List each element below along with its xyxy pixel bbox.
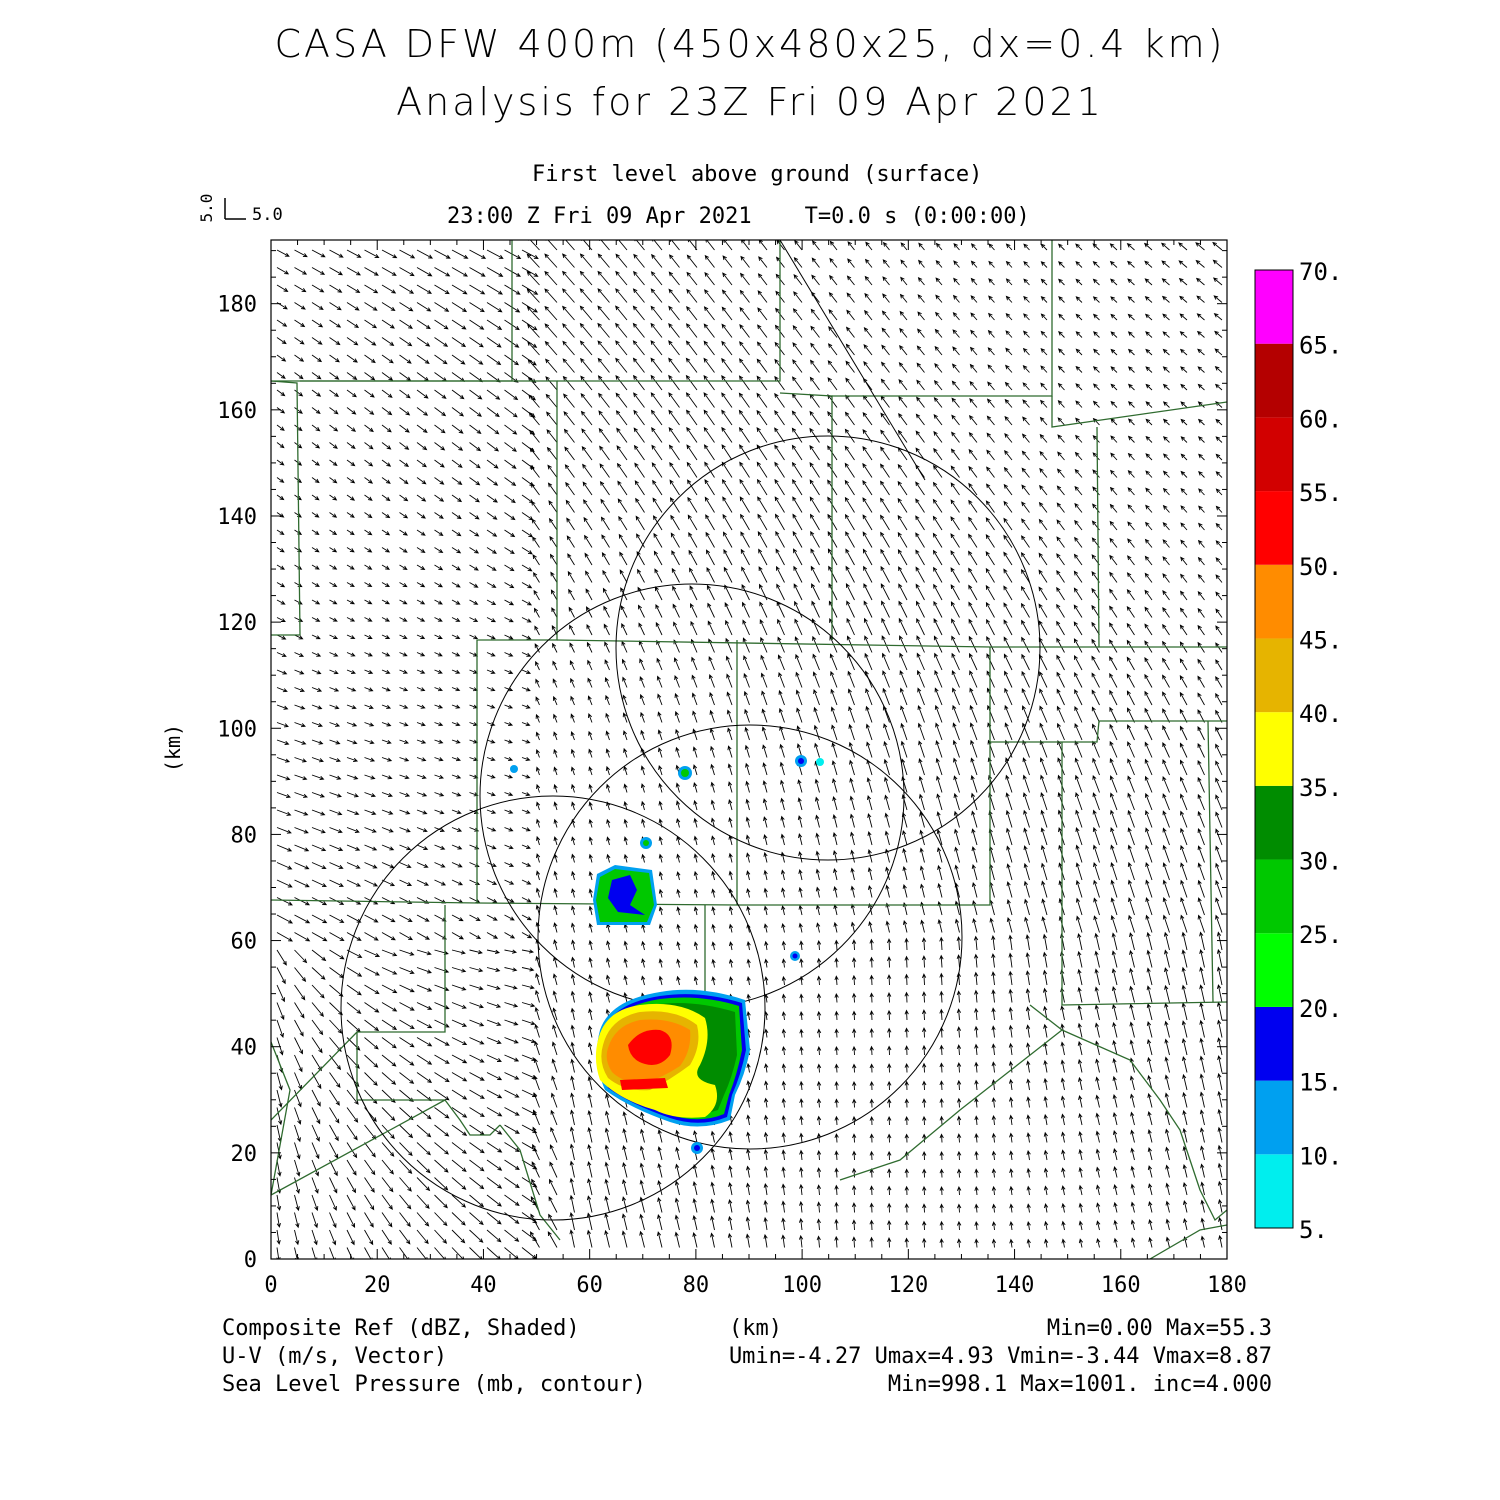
y-tick-label: 100 bbox=[217, 717, 257, 742]
colorbar-legend: 5. 10. 15. 20. 25. 30. 35. 40. 45. 50. 55. 60. 65. 70… bbox=[1254, 258, 1342, 1244]
colorbar-swatch bbox=[1255, 1080, 1293, 1155]
level-subtitle: First level above ground (surface) bbox=[532, 162, 983, 187]
y-tick-label: 40 bbox=[231, 1036, 258, 1061]
x-tick-label: 160 bbox=[1101, 1273, 1141, 1298]
colorbar-swatch bbox=[1255, 638, 1293, 713]
x-tick-label: 80 bbox=[683, 1273, 710, 1298]
colorbar-label: 55. bbox=[1299, 479, 1342, 507]
y-axis-tick-labels: 0 20 40 60 80 100 120 140 160 180 bbox=[217, 293, 257, 1273]
plot-area bbox=[271, 240, 1227, 1259]
footer-field2-stats: Umin=-4.27 Umax=4.93 Vmin=-3.44 Vmax=8.8… bbox=[728, 1344, 1272, 1369]
x-tick-label: 180 bbox=[1207, 1273, 1247, 1298]
vector-key: 5.0 5.0 bbox=[197, 194, 283, 225]
colorbar-swatch bbox=[1255, 564, 1293, 639]
colorbar-label: 35. bbox=[1299, 774, 1342, 802]
colorbar-swatch bbox=[1255, 491, 1293, 565]
y-tick-label: 140 bbox=[217, 505, 257, 530]
x-tick-label: 20 bbox=[364, 1273, 391, 1298]
colorbar-swatch bbox=[1255, 712, 1293, 786]
colorbar-label: 20. bbox=[1299, 995, 1342, 1023]
colorbar-label: 30. bbox=[1299, 848, 1342, 876]
x-tick-label: 100 bbox=[782, 1273, 822, 1298]
colorbar-label: 25. bbox=[1299, 921, 1342, 949]
colorbar-label: 10. bbox=[1299, 1142, 1342, 1170]
colorbar-swatch bbox=[1255, 343, 1293, 418]
y-tick-label: 0 bbox=[244, 1248, 257, 1273]
county-boundaries bbox=[271, 240, 1227, 1259]
y-tick-label: 180 bbox=[217, 293, 257, 318]
colorbar-swatch bbox=[1255, 785, 1293, 860]
y-axis-label: (km) bbox=[161, 724, 185, 772]
x-tick-label: 60 bbox=[576, 1273, 603, 1298]
colorbar-label: 40. bbox=[1299, 700, 1342, 728]
axis-ticks bbox=[270, 240, 1228, 1260]
y-tick-label: 60 bbox=[231, 930, 258, 955]
plot-title-line1: CASA DFW 400m (450x480x25, dx=0.4 km) bbox=[274, 22, 1226, 66]
time-subtitle: 23:00 Z Fri 09 Apr 2021 T=0.0 s (0:00:00… bbox=[447, 204, 1030, 229]
x-axis-tick-labels: 0 20 40 60 80 100 120 140 160 180 bbox=[264, 1273, 1247, 1298]
colorbar-label: 65. bbox=[1299, 332, 1342, 360]
wind-vector-field bbox=[276, 240, 1223, 1259]
footer-field1-name: Composite Ref (dBZ, Shaded) bbox=[222, 1316, 580, 1341]
footer-field3-name: Sea Level Pressure (mb, contour) bbox=[222, 1372, 646, 1397]
wind-vectors bbox=[276, 240, 1223, 1259]
footer-field1-stats: Min=0.00 Max=55.3 bbox=[1046, 1316, 1272, 1341]
colorbar-label: 50. bbox=[1299, 553, 1342, 581]
colorbar-frame bbox=[1254, 269, 1294, 1229]
x-axis-label: (km) bbox=[729, 1316, 782, 1341]
small-echoes bbox=[510, 755, 824, 1154]
reflectivity-shading bbox=[510, 755, 824, 1154]
colorbar-swatch bbox=[1255, 933, 1293, 1007]
footer-field3-stats: Min=998.1 Max=1001. inc=4.000 bbox=[887, 1372, 1272, 1397]
colorbar-swatch bbox=[1255, 859, 1293, 934]
plot-title-line2: Analysis for 23Z Fri 09 Apr 2021 bbox=[396, 80, 1104, 124]
y-tick-label: 80 bbox=[231, 823, 258, 848]
colorbar-label: 60. bbox=[1299, 405, 1342, 433]
y-tick-label: 160 bbox=[217, 399, 257, 424]
x-tick-label: 0 bbox=[264, 1273, 277, 1298]
y-tick-label: 120 bbox=[217, 611, 257, 636]
colorbar-swatch bbox=[1255, 1006, 1293, 1081]
colorbar-swatch bbox=[1255, 1154, 1293, 1228]
storm-cell-main bbox=[595, 989, 750, 1127]
colorbar-label: 5. bbox=[1299, 1216, 1328, 1244]
colorbar-swatch bbox=[1255, 417, 1293, 492]
storm-cell-secondary bbox=[593, 865, 657, 925]
footer-field2-name: U-V (m/s, Vector) bbox=[222, 1344, 448, 1369]
x-tick-label: 40 bbox=[470, 1273, 497, 1298]
colorbar-label: 70. bbox=[1299, 258, 1342, 286]
colorbar-label: 45. bbox=[1299, 626, 1342, 654]
x-tick-label: 140 bbox=[995, 1273, 1035, 1298]
vector-key-v-label: 5.0 bbox=[197, 194, 216, 223]
colorbar-swatch bbox=[1255, 270, 1293, 344]
colorbar-label: 15. bbox=[1299, 1069, 1342, 1097]
x-tick-label: 120 bbox=[888, 1273, 928, 1298]
vector-key-u-label: 5.0 bbox=[252, 205, 283, 225]
y-tick-label: 20 bbox=[231, 1142, 258, 1167]
